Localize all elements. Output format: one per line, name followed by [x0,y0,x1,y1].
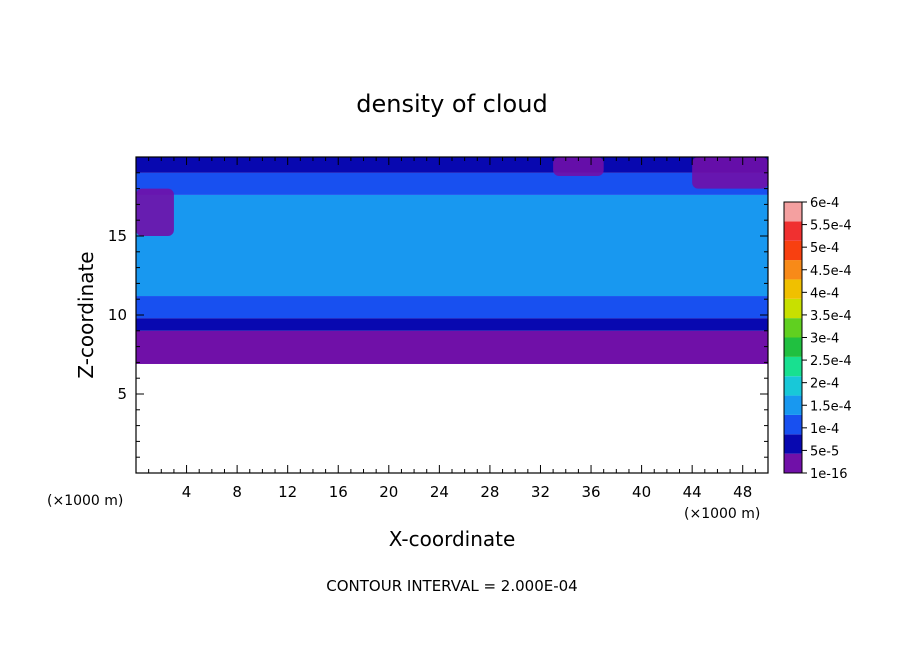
colorbar-label: 1.5e-4 [810,399,852,414]
colorbar-swatch [784,318,802,338]
colorbar-swatch [784,453,802,473]
x-tick-label: 12 [278,483,297,501]
contour-interval-label: CONTOUR INTERVAL = 2.000E-04 [326,577,577,595]
colorbar-label: 2e-4 [810,377,839,392]
z-tick-label: 5 [117,385,127,403]
colorbar-label: 3.5e-4 [810,309,852,324]
field-layer-2 [136,296,768,319]
colorbar-swatch [784,240,802,261]
z-tick-label: 10 [108,306,127,324]
colorbar-swatch [784,221,802,241]
colorbar-label: 5e-4 [810,241,839,256]
plot-area [136,157,768,364]
field-patch-1 [692,157,768,189]
colorbar-swatch [784,376,802,396]
colorbar-swatch [784,434,802,454]
colorbar-swatch [784,356,802,377]
colorbar-swatch [784,260,802,280]
z-tick-label: 15 [108,227,127,245]
colorbar-label: 1e-4 [810,422,839,437]
colorbar-label: 1e-16 [810,467,848,482]
field-layer-0 [136,330,768,364]
colorbar-label: 2.5e-4 [810,354,852,369]
field-layer-5 [136,157,768,173]
x-tick-label: 8 [232,483,242,501]
field-layer-3 [136,194,768,297]
field-patch-0 [136,188,174,236]
colorbar-swatch [784,202,802,222]
colorbar-label: 5.5e-4 [810,219,852,234]
x-tick-label: 48 [733,483,752,501]
x-tick-label: 16 [329,483,348,501]
colorbar-label: 5e-5 [810,444,839,459]
x-tick-label: 20 [379,483,398,501]
colorbar-swatch [784,279,802,299]
colorbar-label: 6e-4 [810,196,839,211]
colorbar-swatch [784,395,802,415]
colorbar-swatch [784,337,802,357]
x-axis-label: X-coordinate [389,527,516,551]
x-tick-label: 28 [480,483,499,501]
x-tick-label: 32 [531,483,550,501]
field-layer-1 [136,318,768,331]
x-tick-label: 4 [182,483,192,501]
y-axis-label: Z-coordinate [74,251,98,378]
x-tick-label: 24 [430,483,449,501]
colorbar-label: 4.5e-4 [810,264,852,279]
colorbar-swatch [784,298,802,319]
colorbar-swatch [784,414,802,435]
field-layer-4 [136,172,768,195]
colorbar-label: 3e-4 [810,332,839,347]
chart-title: density of cloud [356,90,547,118]
z-unit-label: (×1000 m) [47,493,123,509]
x-tick-label: 44 [683,483,702,501]
x-tick-label: 40 [632,483,651,501]
x-unit-label: (×1000 m) [684,506,760,522]
colorbar: 6e-4 5.5e-4 5e-4 4.5e-4 4e-4 3.5e-4 3e-4 2.5e-4… [783,196,852,482]
x-tick-label: 36 [581,483,600,501]
colorbar-label: 4e-4 [810,286,839,301]
